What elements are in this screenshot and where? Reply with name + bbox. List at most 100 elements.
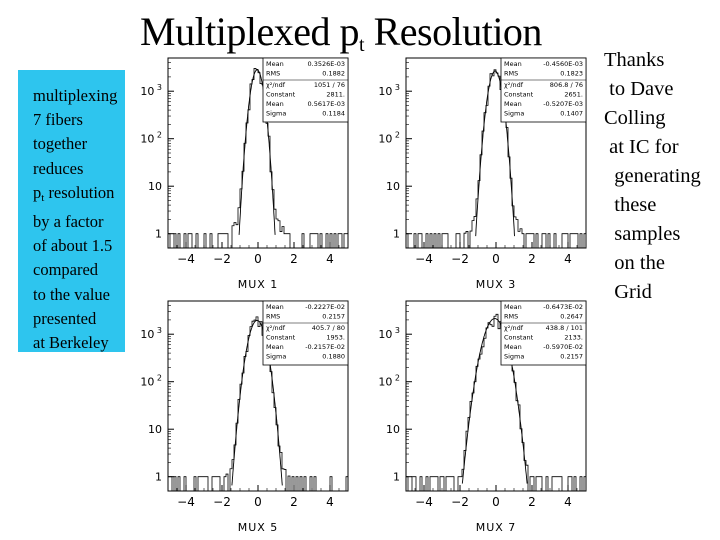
stat-label: Sigma <box>504 110 524 118</box>
y-tick-label: 10 <box>148 180 162 193</box>
x-tick-label: 4 <box>326 495 334 509</box>
fit-curve <box>461 318 528 484</box>
fit-curve <box>231 319 283 486</box>
stat-value: 0.5617E-03 <box>308 100 345 108</box>
x-tick-label: −2 <box>451 252 469 266</box>
stat-label: Constant <box>504 334 534 342</box>
stat-value: 0.1880 <box>322 353 345 361</box>
x-tick-label: 2 <box>528 495 536 509</box>
x-axis-label: MUX 1 <box>238 278 279 291</box>
thanks-line: samples <box>604 223 681 245</box>
stat-value: 0.2157 <box>322 313 345 321</box>
note-line: 7 fibers <box>33 110 83 130</box>
stat-label: Mean <box>266 100 284 108</box>
thanks-text: Thanks to Dave Colling at IC for generat… <box>604 46 720 307</box>
note-line: of about 1.5 <box>33 236 113 256</box>
y-tick-label: 10 <box>386 423 400 436</box>
x-axis-label: MUX 7 <box>476 521 517 534</box>
histogram-bars <box>406 313 586 492</box>
thanks-line: Grid <box>604 281 652 303</box>
stat-label: Mean <box>504 343 522 351</box>
y-tick-label: 10 3 <box>140 326 162 341</box>
y-tick-label: 10 <box>148 423 162 436</box>
y-tick-label: 10 2 <box>140 374 162 389</box>
stat-value: 0.1407 <box>560 110 583 118</box>
fit-curve <box>238 69 276 235</box>
x-tick-label: 2 <box>290 495 298 509</box>
stat-label: RMS <box>504 70 518 78</box>
note-line: to the value <box>33 284 110 304</box>
y-tick-label: 10 3 <box>378 83 400 98</box>
title-suffix: Resolution <box>364 9 543 54</box>
stat-value: 0.2647 <box>560 313 583 321</box>
stat-value: 0.1823 <box>560 70 583 78</box>
x-tick-label: 0 <box>254 495 262 509</box>
stat-value: 405.7 / 80 <box>312 324 345 332</box>
stat-label: Sigma <box>266 110 286 118</box>
y-tick-label: 1 <box>155 471 162 484</box>
stat-value: 0.1882 <box>322 70 345 78</box>
note-line: by a factor <box>33 212 104 232</box>
thanks-line: Thanks <box>604 49 665 71</box>
x-tick-label: −4 <box>177 252 195 266</box>
x-tick-label: 0 <box>492 495 500 509</box>
x-tick-label: −4 <box>415 252 433 266</box>
histogram-bars <box>168 316 348 492</box>
stats-frame <box>500 300 587 366</box>
stat-label: Constant <box>266 334 296 342</box>
stat-label: Mean <box>504 303 522 311</box>
stat-value: 0.1184 <box>322 110 345 118</box>
note-line: together <box>33 134 88 154</box>
stat-label: Mean <box>266 60 284 68</box>
stat-value: 438.8 / 101 <box>546 324 583 332</box>
histogram-mux3: −4 −2 0 2 4 1 10 10 2 10 3 Mean -0.4560E-03 RMS 0.18… <box>378 57 587 291</box>
x-tick-label: −4 <box>177 495 195 509</box>
x-tick-label: 2 <box>528 252 536 266</box>
y-tick-label: 10 <box>386 180 400 193</box>
x-tick-label: 4 <box>326 252 334 266</box>
note-line: presented <box>33 308 97 328</box>
thanks-line: on the <box>604 252 665 274</box>
stat-label: Mean <box>504 60 522 68</box>
stat-value: 1953. <box>326 334 345 342</box>
slide-title: Multiplexed pt Resolution <box>140 8 542 57</box>
x-tick-label: −2 <box>451 495 469 509</box>
y-tick-label: 1 <box>155 228 162 241</box>
y-tick-label: 1 <box>393 471 400 484</box>
x-axis-label: MUX 5 <box>238 521 279 534</box>
histogram-mux5: −4 −2 0 2 4 1 10 10 2 10 3 Mean -0.2227E-02 RMS 0.21… <box>140 300 349 534</box>
stats-box: Mean -0.6473E-02 RMS 0.2647 χ²/ndf 438.8 / 10… <box>500 300 587 366</box>
y-tick-label: 10 3 <box>140 83 162 98</box>
x-axis-label: MUX 3 <box>476 278 517 291</box>
thanks-line: at IC for <box>604 136 679 158</box>
x-tick-label: −4 <box>415 495 433 509</box>
stats-frame <box>500 57 587 123</box>
stat-label: Mean <box>266 343 284 351</box>
note-line: at Berkeley <box>33 333 109 353</box>
stats-box: Mean -0.4560E-03 RMS 0.1823 χ²/ndf 806.8 / 76… <box>500 57 587 123</box>
stat-value: 0.3526E-03 <box>308 60 345 68</box>
stat-value: 2133. <box>564 334 583 342</box>
histogram-bars <box>406 69 586 249</box>
title-prefix: Multiplexed p <box>140 9 360 54</box>
x-tick-label: 4 <box>564 495 572 509</box>
stat-value: -0.5207E-03 <box>543 100 583 108</box>
note-line-pt: pt resolution <box>33 181 129 210</box>
stat-value: -0.4560E-03 <box>543 60 583 68</box>
stat-label: RMS <box>266 313 280 321</box>
stat-label: Sigma <box>504 353 524 361</box>
stat-label: χ²/ndf <box>266 81 286 89</box>
stats-box: Mean -0.2227E-02 RMS 0.2157 χ²/ndf 405.7 / 80… <box>262 300 349 366</box>
stat-value: 2811. <box>326 91 345 99</box>
x-tick-label: −2 <box>213 252 231 266</box>
y-tick-label: 10 2 <box>378 374 400 389</box>
stat-label: RMS <box>504 313 518 321</box>
histogram-bars <box>168 68 348 249</box>
note-pt-rest: resolution <box>44 182 115 202</box>
stat-value: -0.2227E-02 <box>305 303 345 311</box>
stat-value: 806.8 / 76 <box>550 81 583 89</box>
stat-value: -0.5970E-02 <box>543 343 583 351</box>
note-box <box>18 70 125 352</box>
note-text: multiplexing 7 fibers together reduces p… <box>33 84 129 355</box>
stat-label: χ²/ndf <box>266 324 286 332</box>
